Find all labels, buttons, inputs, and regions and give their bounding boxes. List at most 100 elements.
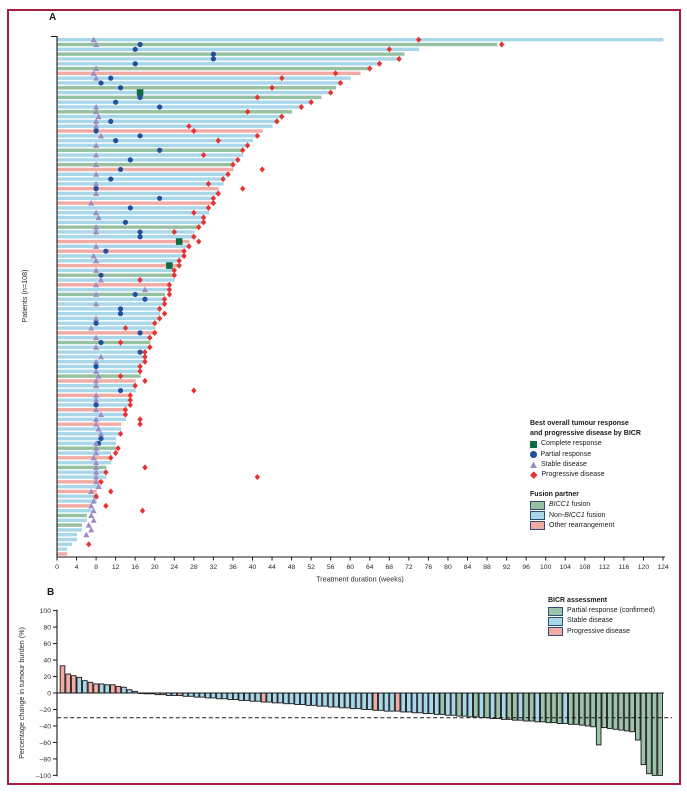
swimmer-bar [57, 451, 112, 455]
progressive-disease-marker [161, 310, 168, 317]
progressive-disease-marker [142, 464, 148, 471]
waterfall-bar [433, 692, 440, 715]
progressive-disease-marker [171, 272, 177, 279]
x-tick-label: 64 [366, 564, 374, 571]
x-tick-label: 48 [288, 564, 296, 571]
waterfall-bar [556, 692, 563, 724]
x-tick-label: 24 [171, 564, 179, 571]
progressive-disease-marker [152, 320, 158, 327]
legend-item-partial-response: Partial response [530, 450, 685, 460]
stable-disease-marker [93, 406, 100, 413]
swimmer-bar [57, 148, 244, 152]
progressive-disease-swatch-icon [548, 627, 563, 637]
progressive-disease-marker [186, 123, 192, 130]
legend-item-label: BICC1 fusion [549, 501, 591, 509]
waterfall-bar [646, 692, 652, 775]
waterfall-bar [255, 692, 261, 702]
stable-disease-marker [88, 512, 95, 518]
swimmer-bar [57, 129, 263, 133]
stable-disease-marker [93, 41, 100, 48]
progressive-disease-marker [171, 228, 177, 236]
x-tick-label: 60 [346, 564, 354, 571]
complete-response-marker [175, 238, 183, 245]
swimmer-bar [57, 105, 302, 109]
swimmer-bar [57, 287, 170, 292]
swimmer-bar [57, 81, 341, 85]
waterfall-bar [288, 692, 295, 705]
stable-disease-marker [88, 324, 95, 331]
swimmer-bar [57, 71, 361, 76]
partial-response-marker [157, 147, 163, 153]
panel-a-y-axis-title: Patients (n=108) [20, 270, 29, 323]
progressive-disease-marker [166, 286, 173, 293]
swimmer-bar [57, 441, 117, 446]
swimmer-bar [57, 225, 200, 229]
partial-response-marker [93, 128, 99, 134]
complete-response-marker [166, 262, 173, 269]
swimmer-bar [57, 528, 82, 532]
progressive-disease-marker [137, 368, 143, 375]
stable-disease-marker [88, 488, 95, 494]
swimmer-bar [57, 90, 332, 95]
progressive-disease-marker [127, 397, 134, 404]
waterfall-bar [238, 692, 245, 701]
swimmer-bar [57, 52, 405, 56]
bicc1-fusion-swatch-icon [530, 500, 545, 510]
waterfall-bar [422, 692, 429, 715]
waterfall-bar [59, 665, 66, 694]
waterfall-bar [266, 692, 272, 703]
swimmer-bar [57, 523, 82, 527]
progressive-disease-marker [142, 353, 148, 360]
x-tick-label: 36 [229, 564, 237, 571]
waterfall-bar [316, 692, 323, 707]
partial-response-marker [108, 118, 114, 125]
swimmer-bar [57, 321, 156, 325]
swimmer-bar [57, 95, 322, 100]
swimmer-bar [57, 177, 224, 181]
progressive-disease-marker [279, 113, 285, 120]
partial-response-marker [98, 339, 104, 346]
swimmer-bar [57, 335, 151, 340]
stable-disease-marker [93, 459, 100, 466]
y-tick-label: –80 [40, 756, 52, 763]
progressive-disease-marker [171, 267, 177, 274]
legend-item-label: Other rearrangement [549, 521, 615, 529]
y-tick-label: 40 [43, 657, 51, 664]
swimmer-bar [57, 259, 180, 263]
stable-disease-marker [93, 449, 100, 456]
stable-disease-marker [93, 469, 100, 475]
stable-disease-marker [93, 300, 100, 307]
stable-disease-marker [93, 171, 100, 177]
partial-response-marker [137, 234, 143, 240]
swimmer-bar [57, 369, 141, 374]
swimmer-bar [57, 182, 224, 186]
waterfall-bar [104, 684, 110, 694]
panel-b-label: B [47, 587, 55, 598]
swimmer-bar [57, 254, 185, 258]
swimmer-bar [57, 172, 229, 176]
swimmer-bar [57, 417, 126, 422]
waterfall-bar [428, 692, 434, 715]
swimmer-bar [57, 307, 161, 311]
stable-disease-marker [90, 454, 97, 461]
x-tick-label: 32 [210, 564, 218, 571]
stable-disease-marker [93, 421, 100, 427]
partial-response-marker [132, 291, 138, 298]
waterfall-bar [607, 692, 613, 729]
legend-item-label: Progressive disease [567, 627, 631, 635]
swimmer-bar [57, 215, 205, 220]
partial-response-marker [108, 176, 114, 182]
stable-disease-marker [93, 180, 100, 187]
response-legend-title-line1: Best overall tumour response [530, 420, 629, 427]
swimmer-bar [57, 393, 131, 398]
stable-disease-marker [93, 344, 100, 350]
progressive-disease-marker [152, 329, 158, 336]
progressive-disease-marker [176, 262, 182, 269]
legend-item-stable-disease-b: Stable disease [548, 616, 687, 626]
progressive-disease-marker [210, 200, 217, 207]
partial-response-marker [93, 320, 99, 326]
waterfall-bar [366, 692, 373, 710]
progressive-disease-marker [196, 238, 202, 245]
progressive-disease-marker [191, 127, 197, 135]
